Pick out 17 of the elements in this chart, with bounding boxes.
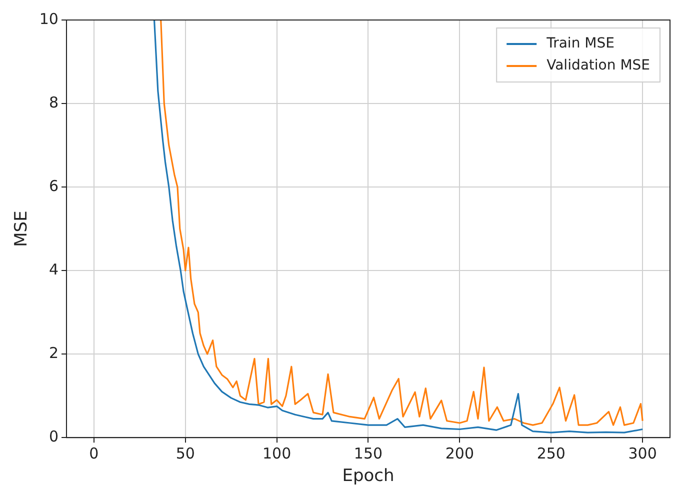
x-axis-title: Epoch bbox=[342, 466, 394, 486]
x-tick-label: 250 bbox=[536, 444, 566, 462]
x-tick-label: 0 bbox=[89, 444, 99, 462]
legend-label: Validation MSE bbox=[546, 58, 650, 74]
x-tick-label: 300 bbox=[628, 444, 657, 462]
x-tick-label: 200 bbox=[445, 444, 474, 462]
x-tick-label: 150 bbox=[354, 444, 383, 462]
x-tick-label: 100 bbox=[262, 444, 292, 462]
y-tick-label: 8 bbox=[48, 93, 58, 112]
legend-label: Train MSE bbox=[546, 36, 614, 52]
x-tick-label: 50 bbox=[176, 444, 195, 462]
y-tick-label: 0 bbox=[48, 427, 58, 446]
y-tick-label: 2 bbox=[48, 344, 58, 362]
y-tick-label: 10 bbox=[39, 10, 58, 28]
y-tick-label: 4 bbox=[48, 260, 58, 278]
y-tick-label: 6 bbox=[48, 176, 58, 195]
y-axis-title: MSE bbox=[12, 210, 32, 247]
